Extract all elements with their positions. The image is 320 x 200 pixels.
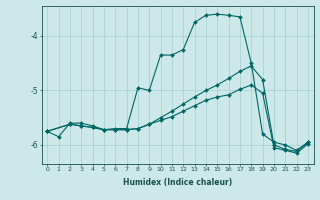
X-axis label: Humidex (Indice chaleur): Humidex (Indice chaleur): [123, 178, 232, 187]
